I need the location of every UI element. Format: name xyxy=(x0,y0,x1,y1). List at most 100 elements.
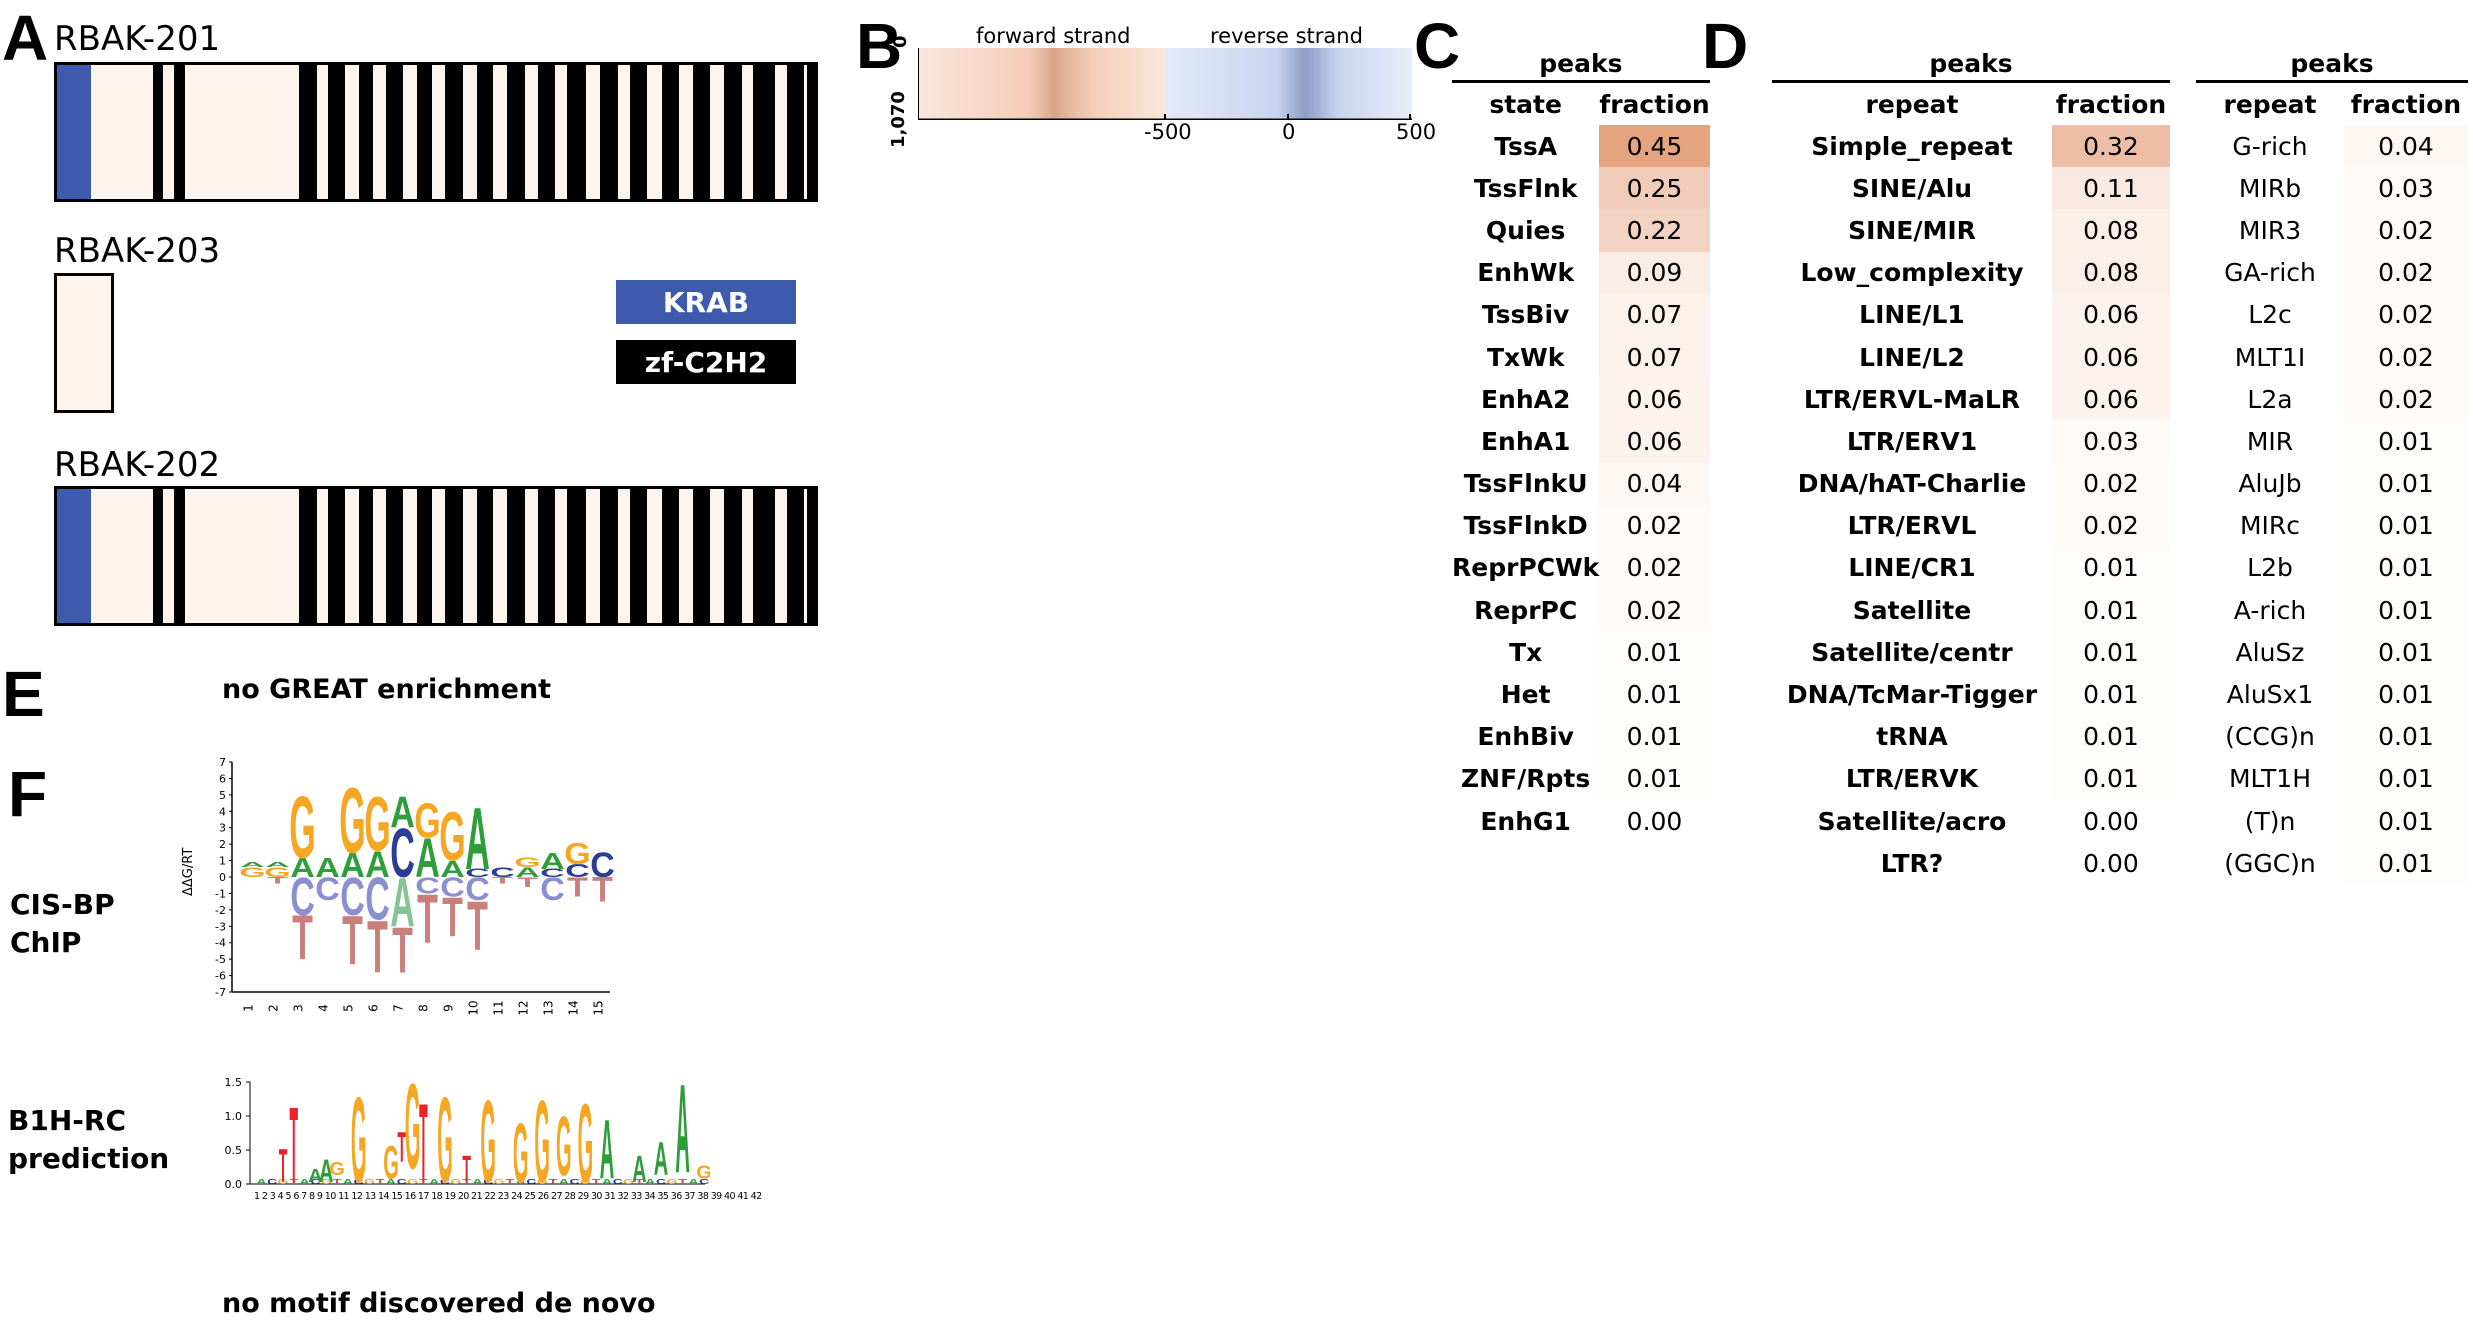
row-fraction: 0.02 xyxy=(2344,293,2468,336)
cisbp-logo-letter: A xyxy=(540,849,565,875)
cisbp-logo-letter: A xyxy=(365,844,390,886)
table-row: EnhG1 0.00 xyxy=(1452,800,1710,843)
cisbp-x-tick: 10 xyxy=(467,1000,481,1015)
b1h-logo-letter: A xyxy=(343,1178,353,1186)
isoform-bar-201 xyxy=(54,62,818,202)
zf-c2h2-domain xyxy=(417,65,432,199)
row-fraction: 0.01 xyxy=(2052,631,2170,674)
b1h-logo-letter: T xyxy=(290,1178,299,1186)
row-label: LTR/ERVK xyxy=(1845,764,1979,794)
row-fraction: 0.01 xyxy=(2052,757,2170,800)
b1h-logo-letter: G xyxy=(666,1178,677,1186)
b1h-logo-letter: A xyxy=(688,1178,698,1186)
zf-c2h2-domain xyxy=(753,65,775,199)
row-fraction: 0.06 xyxy=(1599,378,1710,421)
cisbp-logo-letter: T xyxy=(492,875,513,885)
b1h-logo-letter: G xyxy=(556,1098,572,1193)
table-row: (CCG)n 0.01 xyxy=(2196,715,2468,758)
cisbp-logo-letter: T xyxy=(292,902,313,973)
cisbp-y-tick: 4 xyxy=(219,805,226,818)
b1h-logo-letter: G xyxy=(480,1076,496,1207)
isoform-bar-202 xyxy=(54,486,818,626)
row-fraction: 0.02 xyxy=(1599,546,1710,590)
row-fraction: 0.01 xyxy=(2344,420,2468,463)
zf-c2h2-domain xyxy=(753,489,775,623)
row-fraction: 0.04 xyxy=(2344,125,2468,168)
table-row: MIR 0.01 xyxy=(2196,420,2468,463)
row-fraction: 0.09 xyxy=(1599,251,1710,294)
great-enrichment-note: no GREAT enrichment xyxy=(222,674,552,705)
b1h-logo-letter: T xyxy=(333,1178,342,1186)
cisbp-y-tick: 6 xyxy=(219,772,226,785)
cisbp-logo-letter: C xyxy=(540,872,565,908)
cisbp-y-tick: 0 xyxy=(219,871,226,884)
row-fraction: 0.03 xyxy=(2052,420,2170,463)
zf-c2h2-domain xyxy=(538,65,555,199)
panel-letter-e: E xyxy=(2,658,45,730)
row-fraction: 0.02 xyxy=(2344,251,2468,294)
table-row: G-rich 0.04 xyxy=(2196,125,2468,168)
cisbp-logo-letter: A xyxy=(390,788,415,837)
table-row: EnhA2 0.06 xyxy=(1452,378,1710,421)
x-tick-minus500: -500 xyxy=(1144,120,1192,144)
cisbp-x-tick: 6 xyxy=(367,1004,381,1012)
row-fraction: 0.01 xyxy=(1599,631,1710,674)
b1h-logo-letter: C xyxy=(397,1178,407,1186)
cisbp-logo-letter: T xyxy=(567,872,588,903)
x-tick-0: 0 xyxy=(1282,120,1296,144)
zf-c2h2-domain xyxy=(386,489,403,623)
row-label: LTR/ERVL-MaLR xyxy=(1803,384,2021,414)
zf-c2h2-domain xyxy=(328,489,345,623)
forward-strand-label: forward strand xyxy=(976,24,1131,48)
zf-c2h2-domain xyxy=(807,65,815,199)
zf-c2h2-domain xyxy=(359,489,373,623)
zf-c2h2-domain xyxy=(328,65,345,199)
cisbp-y-tick: -3 xyxy=(215,920,226,933)
row-label: ReprPCWk xyxy=(1452,553,1600,583)
row-label: LTR/ERV1 xyxy=(1846,426,1978,456)
cisbp-logo-letter: T xyxy=(517,874,538,890)
row-fraction: 0.03 xyxy=(2344,167,2468,210)
row-fraction: 0.01 xyxy=(2344,673,2468,716)
cisbp-y-tick: -7 xyxy=(215,986,226,999)
b1h-logo-letter: C xyxy=(267,1178,277,1186)
b1h-logo-letter: C xyxy=(656,1178,666,1186)
row-label: Satellite xyxy=(1852,595,1972,625)
row-label: Quies xyxy=(1485,215,1566,245)
b1h-logo-letter: G xyxy=(580,1178,591,1186)
b1h-logo-letter: A xyxy=(602,1178,612,1186)
row-fraction: 0.01 xyxy=(1599,715,1710,758)
row-fraction: 0.01 xyxy=(2052,715,2170,758)
row-fraction: 0.02 xyxy=(2052,504,2170,547)
table-repeat-families: peaks repeat fraction Simple_repeat 0.32 S… xyxy=(1772,46,2170,885)
table-row: Satellite/centr 0.01 xyxy=(1772,631,2170,674)
cisbp-logo-letter: A xyxy=(340,847,365,885)
cisbp-x-tick: 9 xyxy=(442,1004,456,1012)
cisbp-logo-letter: C xyxy=(440,872,465,903)
cisbp-y-tick: 2 xyxy=(219,838,226,851)
b1h-logo-letter: G xyxy=(578,1082,594,1207)
zf-c2h2-domain xyxy=(807,489,815,623)
zf-c2h2-domain xyxy=(724,489,742,623)
table-chromatin-states: peaks state fraction TssA 0.45 TssFlnk 0.25… xyxy=(1452,46,1710,843)
table-row: tRNA 0.01 xyxy=(1772,715,2170,758)
row-label: (T)n xyxy=(2244,806,2296,836)
zf-c2h2-domain xyxy=(693,489,710,623)
zf-c2h2-domain xyxy=(538,489,555,623)
b1h-prediction-label: B1H-RC prediction xyxy=(8,1104,170,1175)
zf-c2h2-domain xyxy=(567,489,586,623)
table-row: MIRc 0.01 xyxy=(2196,504,2468,547)
cisbp-logo-letter: G xyxy=(339,769,365,873)
zf-c2h2-domain xyxy=(693,65,710,199)
row-label: G-rich xyxy=(2232,131,2308,161)
table-row: TssFlnkD 0.02 xyxy=(1452,504,1710,547)
cisbp-logo-letter: C xyxy=(365,867,390,934)
legend-zf-c2h2: zf-C2H2 xyxy=(616,340,796,384)
cisbp-logo-letter: T xyxy=(342,900,363,979)
table-row: MLT1H 0.01 xyxy=(2196,757,2468,800)
table-d1-col-fraction: fraction xyxy=(2052,80,2170,125)
x-tick-500: 500 xyxy=(1396,120,1437,144)
row-fraction: 0.08 xyxy=(2052,209,2170,252)
zf-c2h2-domain xyxy=(630,489,647,623)
cisbp-logo-letter: T xyxy=(467,886,488,965)
